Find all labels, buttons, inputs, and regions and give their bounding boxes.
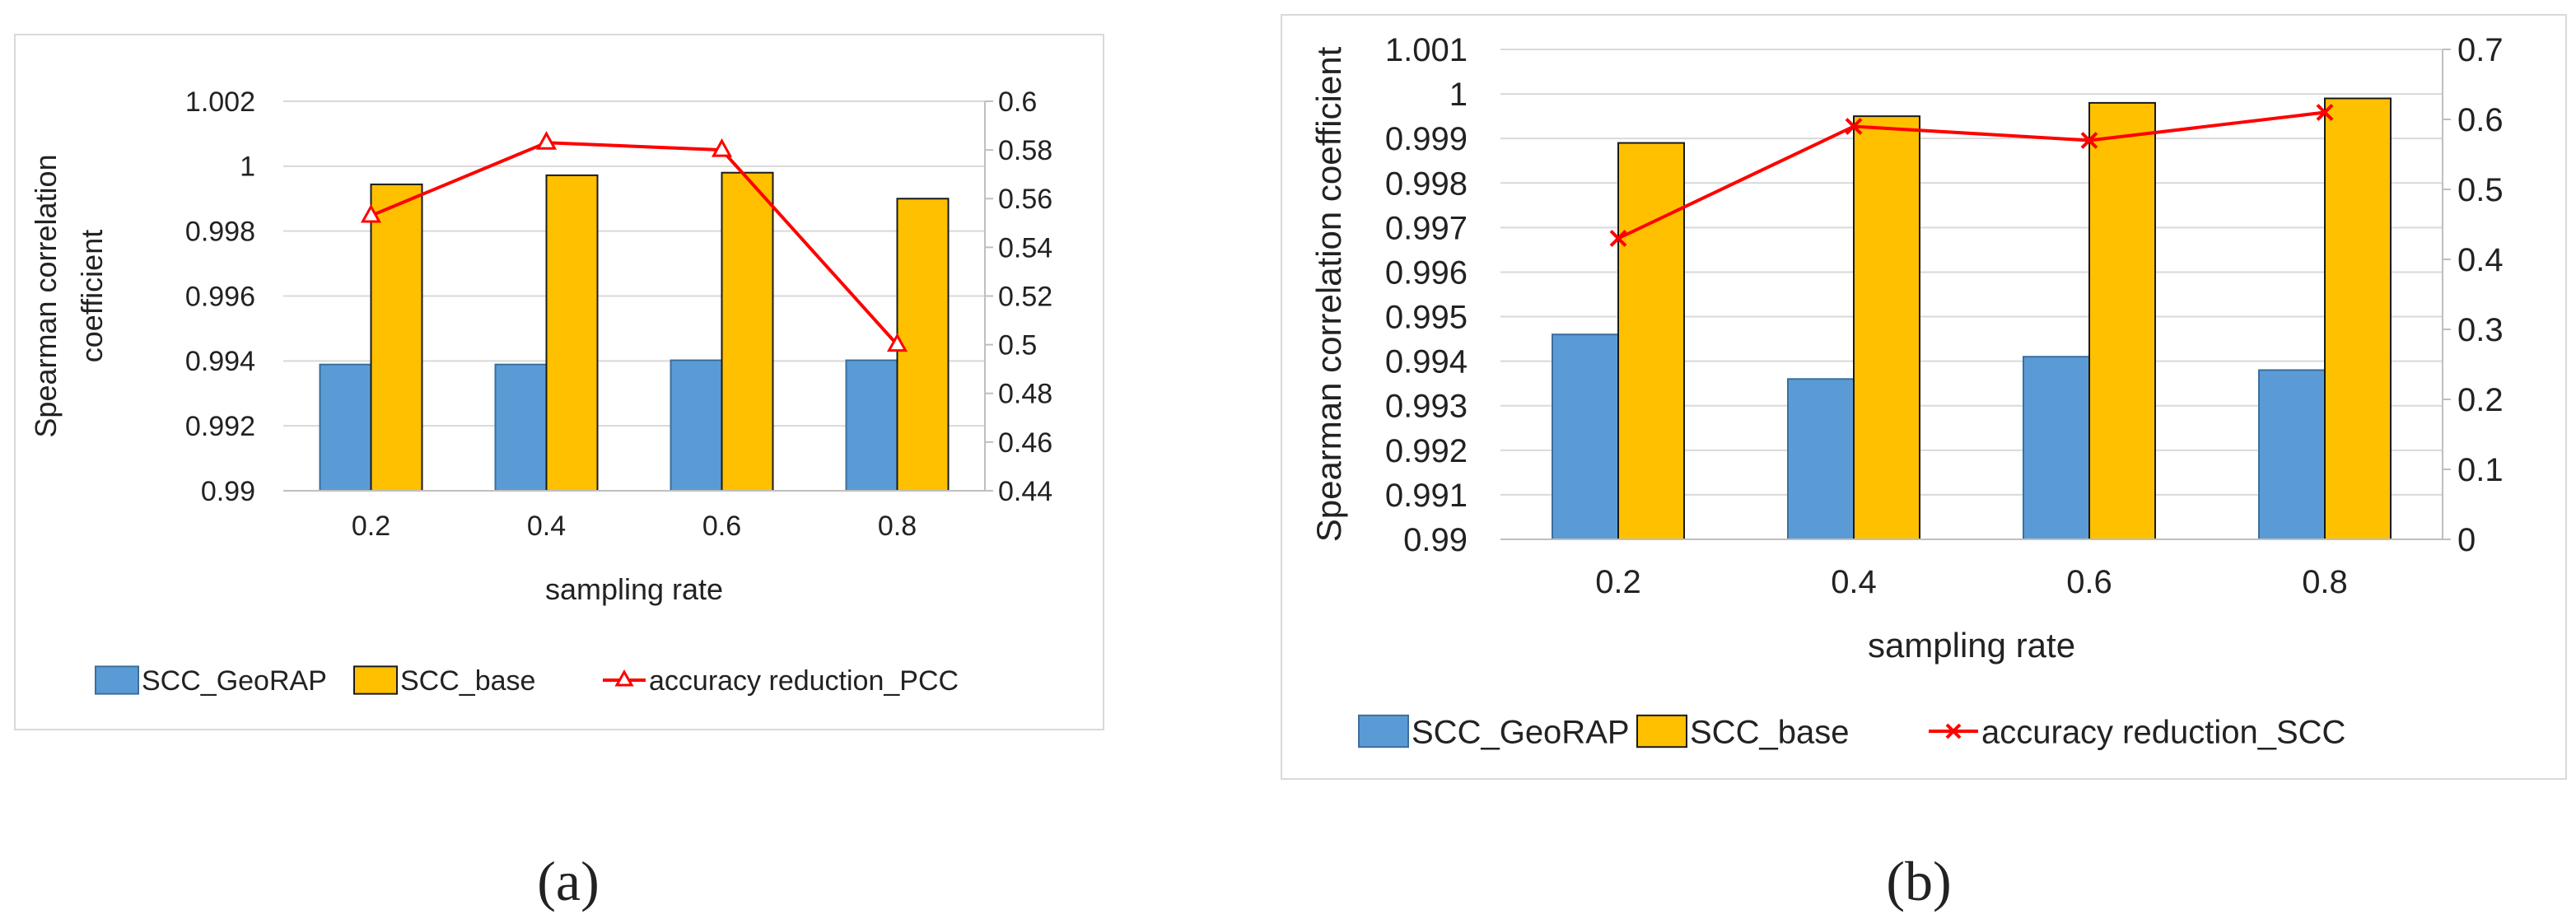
legend-label-b: accuracy reduction_SCC (1981, 714, 2345, 750)
y2-tick-label-b: 0.7 (2457, 32, 2504, 68)
legend-swatch-a (95, 665, 139, 695)
line-marker-b (2316, 104, 2334, 121)
panel-label-a: (a) (537, 850, 599, 912)
y-tick-label-b: 0.993 (1385, 389, 1468, 425)
x-tick-label-b: 0.4 (1831, 564, 1877, 600)
y-axis-title-line-a: Spearman correlation (29, 154, 63, 437)
y-tick-label-b: 0.998 (1385, 166, 1468, 202)
y2-tick-label-a: 0.6 (998, 86, 1037, 118)
y-tick-label-b: 0.991 (1385, 478, 1468, 514)
x-axis-title-b: sampling rate (1868, 626, 2075, 665)
y2-tick-label-a: 0.48 (998, 379, 1052, 410)
y-axis-title-b: Spearman correlation coefficient (1309, 46, 1348, 542)
y2-tick-label-a: 0.58 (998, 135, 1052, 166)
series-line-b (1617, 110, 2326, 240)
x-tick-label-b: 0.8 (2302, 564, 2348, 600)
y2-tick-label-a: 0.46 (998, 427, 1052, 459)
y2-tick-label-a: 0.56 (998, 184, 1052, 215)
y2-tick-label-a: 0.52 (998, 281, 1052, 312)
y2-tick-label-b: 0.5 (2457, 172, 2504, 208)
y-tick-label-b: 0.994 (1385, 344, 1468, 380)
y-tick-label-a: 1 (240, 152, 255, 183)
bar-scc-base-b (2088, 101, 2156, 540)
bar-scc-georap-a (494, 363, 548, 492)
panel-label-b: (b) (1886, 850, 1951, 912)
bar-scc-base-a (896, 198, 950, 492)
y2-tick-label-a: 0.54 (998, 232, 1052, 263)
bar-scc-georap-a (319, 363, 372, 492)
bar-scc-georap-a (670, 359, 723, 492)
chart-a: 0.99 0.992 0.994 0.996 0.998 1 1.002 0.44 0.46 0.… (29, 86, 1052, 697)
bar-scc-georap-b (2258, 369, 2326, 541)
legend-label-a: SCC_GeoRAP (142, 665, 327, 697)
bar-scc-georap-b (2023, 356, 2090, 540)
legend-swatch-b (1636, 714, 1687, 748)
chart-b: 0.99 0.991 0.992 0.993 0.994 0.995 0.996 0.997 0… (1309, 32, 2504, 750)
y2-tick-label-b: 0.3 (2457, 312, 2504, 348)
bar-scc-base-a (721, 171, 774, 492)
y-tick-label-b: 0.999 (1385, 121, 1468, 157)
y-tick-label-b: 0.99 (1403, 522, 1468, 558)
y-tick-label-b: 0.992 (1385, 433, 1468, 469)
line-marker-b (1845, 118, 1863, 135)
legend-label-a: accuracy reduction_PCC (649, 665, 959, 697)
y-tick-label-b: 0.996 (1385, 254, 1468, 291)
bar-scc-base-b (2324, 97, 2392, 540)
line-marker-a (711, 138, 733, 157)
x-tick-label-a: 0.4 (527, 511, 566, 542)
y2-tick-label-b: 0.4 (2457, 242, 2504, 278)
line-marker-a (360, 203, 382, 223)
y-tick-label-b: 1.001 (1385, 32, 1468, 68)
y-tick-label-b: 0.997 (1385, 210, 1468, 246)
bar-scc-georap-b (1787, 378, 1855, 541)
x-tick-label-b: 0.2 (1595, 564, 1641, 600)
x-tick-label-b: 0.6 (2066, 564, 2112, 600)
y-axis-title-line-a: coefficient (75, 230, 109, 362)
bar-scc-base-a (545, 174, 599, 492)
legend-marker-a (614, 669, 634, 687)
bar-scc-base-b (1853, 115, 1920, 541)
y-tick-label-a: 0.996 (185, 281, 255, 312)
legend-swatch-b (1358, 714, 1409, 748)
y-tick-label-a: 1.002 (185, 86, 255, 118)
y-tick-label-a: 0.998 (185, 217, 255, 248)
y2-tick-label-b: 0.6 (2457, 102, 2504, 138)
bar-scc-georap-a (845, 359, 898, 492)
legend-swatch-a (353, 665, 398, 695)
bar-scc-base-b (1617, 142, 1685, 540)
y-tick-label-b: 1 (1449, 77, 1468, 113)
y-tick-label-a: 0.994 (185, 346, 255, 377)
y2-tick-label-a: 0.5 (998, 330, 1037, 361)
y2-tick-label-b: 0.2 (2457, 382, 2504, 418)
x-tick-label-a: 0.6 (702, 511, 741, 542)
x-tick-label-a: 0.2 (352, 511, 390, 542)
legend-label-b: SCC_base (1690, 714, 1849, 750)
y2-tick-label-b: 0 (2457, 522, 2476, 558)
bar-scc-base-a (370, 183, 423, 492)
y-tick-label-a: 0.992 (185, 411, 255, 442)
x-tick-label-a: 0.8 (878, 511, 917, 542)
legend-label-a: SCC_base (400, 665, 535, 697)
x-axis-title-a: sampling rate (545, 572, 723, 606)
line-marker-b (1609, 230, 1627, 247)
y-axis-title-a: Spearman correlation coefficient (29, 154, 109, 437)
y-tick-label-b: 0.995 (1385, 300, 1468, 336)
line-marker-b (2080, 132, 2098, 149)
series-line-a (370, 141, 898, 346)
y-tick-label-a: 0.99 (201, 476, 255, 507)
y2-tick-label-b: 0.1 (2457, 452, 2504, 488)
bar-scc-georap-b (1552, 333, 1619, 540)
y2-tick-label-a: 0.44 (998, 476, 1052, 507)
line-marker-a (535, 131, 558, 150)
legend-label-b: SCC_GeoRAP (1412, 714, 1630, 750)
legend-marker-b (1945, 723, 1962, 739)
line-marker-a (886, 333, 908, 352)
